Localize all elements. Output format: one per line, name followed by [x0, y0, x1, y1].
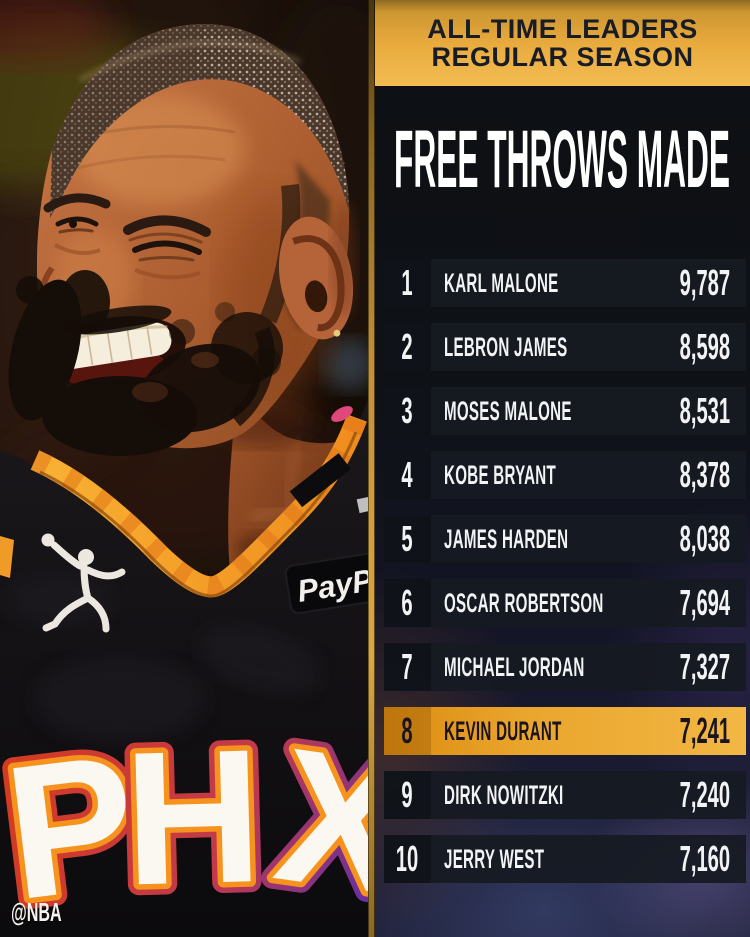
player-face [8, 24, 357, 456]
leader-row: 8 KEVIN DURANT 7,241 [384, 707, 746, 755]
leaders-list: 1 KARL MALONE 9,787 2 LEBRON JAMES 8,598 3 MOSE… [384, 259, 746, 883]
rank-number: 4 [401, 454, 414, 495]
stat-value: 7,241 [679, 710, 730, 751]
player-name: JAMES HARDEN [444, 523, 569, 554]
stat-value: 7,694 [679, 582, 730, 623]
leader-row: 2 LEBRON JAMES 8,598 [384, 323, 746, 371]
rank-cell: 10 [384, 835, 431, 883]
rank-number: 8 [401, 710, 414, 751]
jersey-letter: H [122, 710, 265, 926]
player-eyes [43, 193, 211, 280]
sponsor-patch: PayP [284, 551, 368, 615]
rank-number: 10 [396, 838, 419, 879]
player-jersey: PayP P P H H X X [0, 400, 368, 937]
player-name: DIRK NOWITZKI [444, 779, 564, 810]
stat-value: 7,240 [679, 774, 730, 815]
page-title-art: FREE THROWS MADE [394, 118, 730, 198]
leader-row: 9 DIRK NOWITZKI 7,240 [384, 771, 746, 819]
jersey-letter-outline: H [122, 710, 265, 926]
rank-number: 3 [401, 390, 414, 431]
player-name: LEBRON JAMES [444, 331, 568, 362]
leader-row: 6 OSCAR ROBERTSON 7,694 [384, 579, 746, 627]
player-photo-art: PayP P P H H X X [0, 0, 368, 937]
rank-cell: 7 [384, 643, 431, 691]
banner-line-2: REGULAR SEASON [431, 42, 694, 72]
stat-value: 9,787 [679, 262, 730, 303]
rank-cell: 2 [384, 323, 431, 371]
player-name: JERRY WEST [444, 843, 545, 874]
stat-value: 7,327 [679, 646, 730, 687]
player-name: KOBE BRYANT [444, 459, 557, 490]
rank-cell: 3 [384, 387, 431, 435]
stats-panel: ALL-TIME LEADERS REGULAR SEASON FREE THR… [375, 0, 750, 937]
stat-value: 8,598 [679, 326, 730, 367]
leader-row: 4 KOBE BRYANT 8,378 [384, 451, 746, 499]
gold-divider [368, 0, 375, 937]
rank-cell: 4 [384, 451, 431, 499]
banner-line-1: ALL-TIME LEADERS [427, 14, 698, 44]
leader-row: 5 JAMES HARDEN 8,038 [384, 515, 746, 563]
leader-row: 10 JERRY WEST 7,160 [384, 835, 746, 883]
stat-value: 8,531 [679, 390, 730, 431]
stat-value: 7,160 [679, 838, 730, 879]
rank-cell: 8 [384, 707, 431, 755]
player-beard [8, 184, 301, 456]
player-photo: PayP P P H H X X @NBA [0, 0, 368, 937]
leader-row: 7 MICHAEL JORDAN 7,327 [384, 643, 746, 691]
rank-number: 2 [401, 326, 414, 367]
leader-row: 1 KARL MALONE 9,787 [384, 259, 746, 307]
stat-value: 8,378 [679, 454, 730, 495]
player-name: MOSES MALONE [444, 395, 572, 426]
player-name: OSCAR ROBERTSON [444, 587, 604, 618]
rank-cell: 1 [384, 259, 431, 307]
rank-cell: 6 [384, 579, 431, 627]
page-title: FREE THROWS MADE [394, 118, 730, 198]
rank-number: 5 [401, 518, 414, 559]
stat-value: 8,038 [679, 518, 730, 559]
jersey-collar-trim [0, 406, 367, 598]
rank-number: 6 [401, 582, 414, 623]
player-name: MICHAEL JORDAN [444, 651, 585, 682]
jumpman-logo-icon [41, 533, 126, 633]
leader-row: 3 MOSES MALONE 8,531 [384, 387, 746, 435]
rank-number: 7 [401, 646, 414, 687]
rank-number: 1 [401, 262, 414, 303]
banner: ALL-TIME LEADERS REGULAR SEASON [375, 0, 750, 86]
rank-cell: 9 [384, 771, 431, 819]
rank-number: 9 [401, 774, 414, 815]
nba-watermark: @NBA [11, 897, 62, 927]
player-name: KARL MALONE [444, 267, 559, 298]
rank-cell: 5 [384, 515, 431, 563]
player-name: KEVIN DURANT [444, 715, 562, 746]
